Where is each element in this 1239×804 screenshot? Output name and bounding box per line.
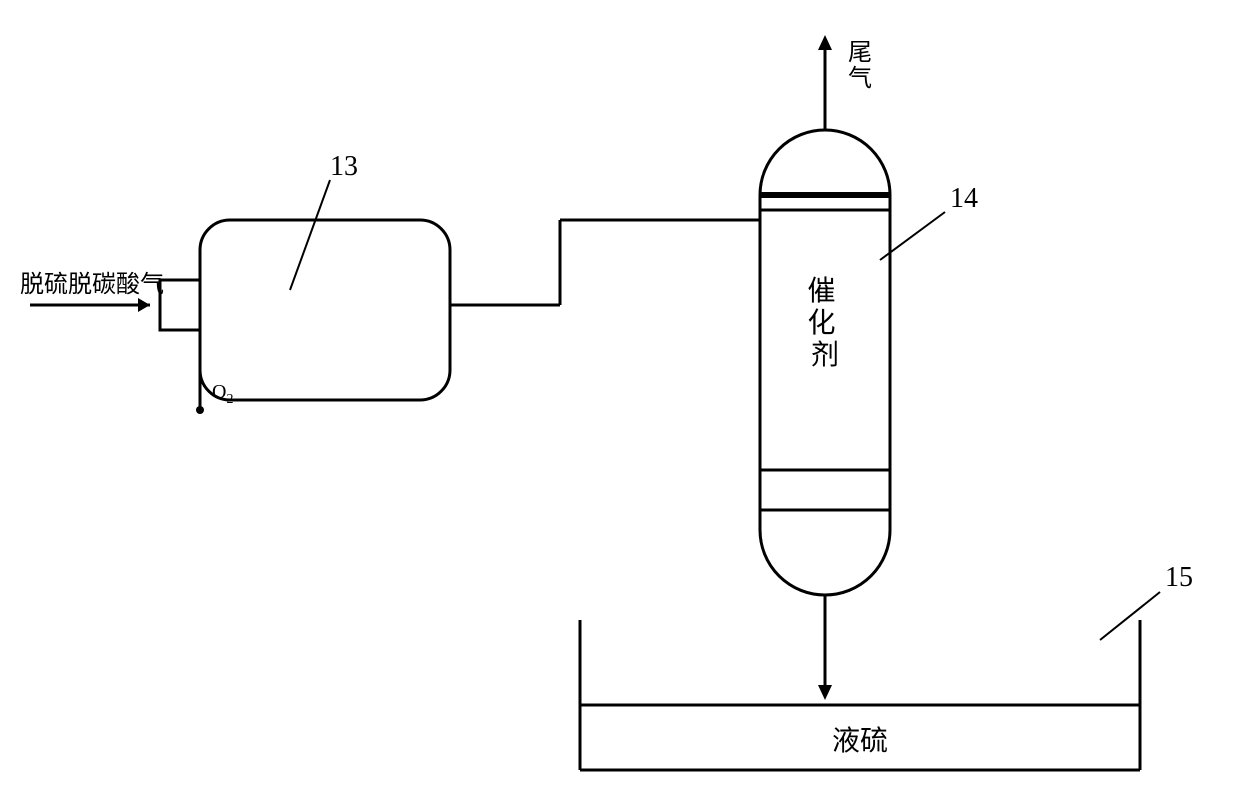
ref-13-label: 13: [330, 151, 358, 182]
ref-14-label: 14: [950, 183, 978, 214]
reactor-content-label: 催 化 剂: [807, 275, 842, 371]
process-diagram: 脱硫脱碳酸气 O2 13 催 化 剂: [0, 0, 1239, 804]
o2-label: O2: [212, 381, 233, 407]
ref-13-pointer: [290, 180, 330, 290]
input-arrow-left: [30, 298, 150, 312]
burner-to-reactor-line: [450, 220, 760, 305]
reactor-bottom-output: [818, 595, 832, 700]
reactor-top-output: [818, 35, 832, 130]
input-left-label: 脱硫脱碳酸气: [20, 271, 164, 298]
ref-15-label: 15: [1165, 562, 1193, 593]
burner-body: [200, 220, 450, 400]
collector-content-label: 液硫: [832, 725, 888, 757]
ref-15-pointer: [1100, 592, 1160, 640]
top-output-label: 尾 气: [848, 40, 878, 92]
burner-inlet: [160, 280, 200, 330]
